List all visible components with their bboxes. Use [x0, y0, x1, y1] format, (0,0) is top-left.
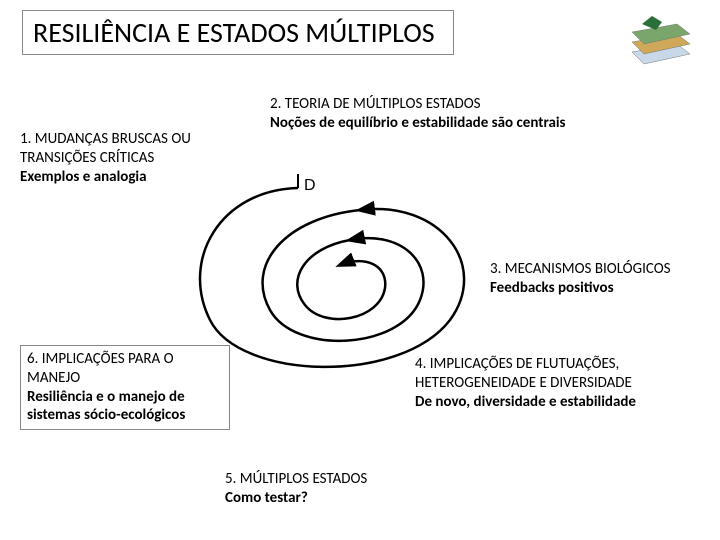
- title-text: RESILIÊNCIA E ESTADOS MÚLTIPLOS: [33, 15, 435, 50]
- block-3-mecanismos: 3. MECANISMOS BIOLÓGICOS Feedbacks posit…: [490, 260, 710, 298]
- spiral-inner-path: [297, 240, 385, 319]
- spiral-middle-path: [263, 210, 424, 341]
- layer-stack-icon: [632, 16, 690, 64]
- page-title: RESILIÊNCIA E ESTADOS MÚLTIPLOS: [22, 10, 454, 55]
- block-3-head: 3. MECANISMOS BIOLÓGICOS: [490, 260, 710, 279]
- spiral-label: D: [304, 177, 316, 194]
- block-2-sub: Noções de equilíbrio e estabilidade são …: [270, 114, 690, 133]
- block-4-sub: De novo, diversidade e estabilidade: [415, 393, 695, 412]
- block-5-head: 5. MÚLTIPLOS ESTADOS: [225, 470, 445, 489]
- corner-layers-icon: [622, 14, 692, 69]
- block-2-head: 2. TEORIA DE MÚLTIPLOS ESTADOS: [270, 95, 690, 114]
- spiral-diagram: D: [190, 170, 490, 390]
- block-1-head: 1. MUDANÇAS BRUSCAS OU TRANSIÇÕES CRÍTIC…: [20, 130, 220, 168]
- block-5-multiplos-estados: 5. MÚLTIPLOS ESTADOS Como testar?: [225, 470, 445, 508]
- block-2-teoria: 2. TEORIA DE MÚLTIPLOS ESTADOS Noções de…: [270, 95, 690, 133]
- block-5-sub: Como testar?: [225, 489, 445, 508]
- block-3-sub: Feedbacks positivos: [490, 279, 710, 298]
- block-6-sub: Resiliência e o manejo de sistemas sócio…: [27, 388, 223, 426]
